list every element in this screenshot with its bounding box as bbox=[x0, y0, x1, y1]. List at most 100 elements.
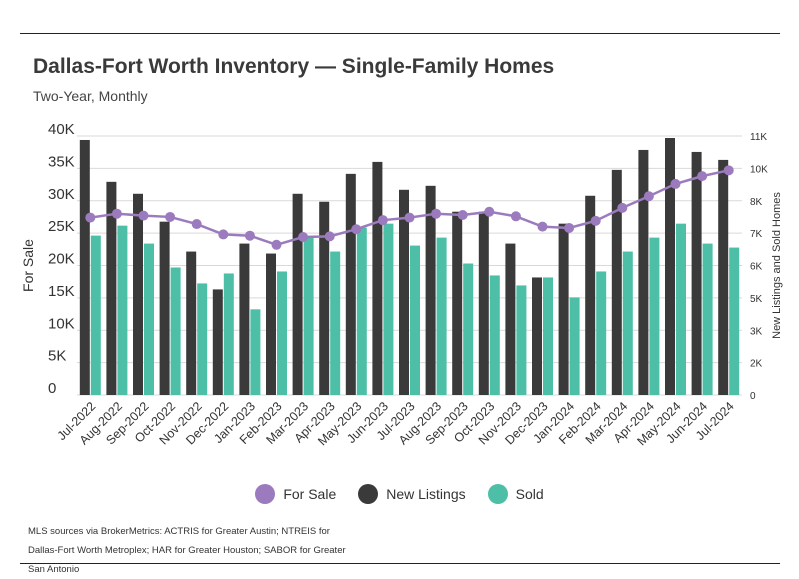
for-sale-point bbox=[298, 232, 309, 243]
y-tick-label-right: 8K bbox=[750, 197, 763, 208]
sold-bar bbox=[170, 267, 181, 395]
bottom-rule bbox=[20, 563, 780, 564]
new-listings-bar bbox=[611, 169, 622, 395]
new-listings-bar bbox=[558, 223, 569, 395]
y-tick-label-left: 0 bbox=[48, 380, 56, 397]
y-tick-label-left: 35K bbox=[48, 153, 75, 170]
chart-subtitle: Two-Year, Monthly bbox=[33, 88, 148, 104]
sold-bar bbox=[729, 247, 740, 395]
y-tick-label-left: 30K bbox=[48, 186, 75, 203]
y-tick-label-right: 2K bbox=[750, 359, 763, 370]
sold-bar bbox=[702, 243, 713, 395]
new-listings-bar bbox=[691, 151, 702, 395]
new-listings-bar bbox=[399, 189, 409, 395]
new-listings-bar bbox=[159, 221, 170, 395]
legend-item-for-sale[interactable]: For Sale bbox=[255, 484, 336, 504]
for-sale-point bbox=[617, 202, 628, 213]
new-listings-bar bbox=[266, 253, 276, 395]
legend-label-new-listings: New Listings bbox=[386, 486, 466, 502]
for-sale-point bbox=[377, 215, 388, 226]
y-tick-label-left: 5K bbox=[48, 348, 66, 365]
new-listings-bar bbox=[372, 161, 383, 395]
for-sale-point bbox=[723, 165, 734, 176]
for-sale-point bbox=[404, 212, 415, 223]
y-tick-label-left: 15K bbox=[48, 283, 75, 300]
for-sale-point bbox=[431, 208, 442, 219]
new-listings-bar bbox=[79, 139, 90, 395]
new-listings-bar bbox=[665, 137, 675, 395]
new-listings-bar bbox=[478, 211, 489, 395]
for-sale-point bbox=[537, 221, 548, 232]
y-tick-label-right: 3K bbox=[750, 326, 763, 337]
y-tick-label-left: 40K bbox=[48, 121, 75, 138]
for-sale-point bbox=[564, 222, 575, 233]
new-listings-bar bbox=[319, 201, 330, 395]
sold-bar bbox=[676, 223, 686, 395]
sold-bar bbox=[90, 235, 101, 395]
y-tick-label-right: 11K bbox=[750, 132, 767, 143]
sold-swatch-icon bbox=[487, 484, 508, 504]
for-sale-point bbox=[590, 215, 601, 226]
sold-bar bbox=[489, 275, 500, 395]
sold-bar bbox=[436, 237, 447, 395]
for-sale-point bbox=[351, 224, 362, 235]
sold-bar bbox=[356, 227, 367, 395]
sold-bar bbox=[197, 283, 208, 395]
new-listings-bar bbox=[292, 193, 303, 395]
sold-bar bbox=[569, 297, 580, 395]
new-listings-bar bbox=[505, 243, 516, 395]
sold-bar bbox=[516, 285, 527, 395]
new-listings-bar bbox=[106, 181, 117, 395]
for-sale-point bbox=[324, 231, 335, 242]
sold-bar bbox=[649, 237, 660, 395]
new-listings-swatch-icon bbox=[358, 484, 379, 504]
sold-bar bbox=[144, 243, 154, 395]
y-tick-label-right: 10K bbox=[750, 164, 768, 175]
for-sale-point bbox=[484, 206, 495, 217]
sold-bar bbox=[543, 277, 553, 395]
legend-item-sold[interactable]: Sold bbox=[487, 484, 544, 504]
new-listings-bar bbox=[638, 149, 649, 395]
for-sale-point bbox=[510, 211, 521, 222]
for-sale-point bbox=[111, 208, 122, 219]
sold-bar bbox=[410, 245, 420, 395]
sold-bar bbox=[383, 223, 394, 395]
y-tick-label-right: 7K bbox=[750, 229, 763, 240]
legend-label-for-sale: For Sale bbox=[283, 486, 337, 502]
y-tick-label-left: 20K bbox=[48, 251, 75, 268]
y-tick-label-left: 10K bbox=[48, 315, 75, 332]
for-sale-swatch-icon bbox=[255, 484, 276, 504]
y-tick-label-right: 0 bbox=[750, 391, 756, 402]
chart-title: Dallas-Fort Worth Inventory — Single-Fam… bbox=[33, 55, 555, 78]
for-sale-point bbox=[670, 178, 681, 189]
legend-item-new-listings[interactable]: New Listings bbox=[358, 484, 466, 504]
y-axis-title-left: For Sale bbox=[20, 239, 36, 292]
new-listings-bar bbox=[186, 251, 197, 395]
sold-bar bbox=[223, 273, 234, 395]
for-sale-point bbox=[218, 229, 229, 240]
y-tick-label-right: 6K bbox=[750, 262, 763, 273]
sold-bar bbox=[596, 271, 607, 395]
for-sale-point bbox=[271, 239, 282, 250]
sold-bar bbox=[277, 271, 287, 395]
top-rule bbox=[20, 33, 780, 34]
sold-bar bbox=[303, 237, 314, 395]
sold-bar bbox=[117, 225, 128, 395]
for-sale-point bbox=[457, 209, 468, 220]
for-sale-point bbox=[85, 212, 96, 223]
source-note: MLS sources via BrokerMetrics: ACTRIS fo… bbox=[28, 526, 346, 575]
sold-bar bbox=[250, 309, 261, 395]
new-listings-bar bbox=[345, 173, 356, 395]
y-tick-label-right: 5K bbox=[750, 294, 763, 305]
for-sale-point bbox=[643, 191, 654, 202]
legend: For Sale New Listings Sold bbox=[0, 484, 799, 504]
y-tick-label-right: 13K bbox=[750, 0, 768, 3]
for-sale-point bbox=[191, 219, 202, 230]
new-listings-bar bbox=[718, 159, 729, 395]
sold-bar bbox=[330, 251, 341, 395]
new-listings-bar bbox=[585, 195, 596, 395]
y-axis-title-right: New Listings and Sold Homes bbox=[771, 192, 783, 339]
legend-label-sold: Sold bbox=[515, 486, 544, 502]
for-sale-point bbox=[165, 211, 176, 222]
chart-area: 0 5K 10K 15K 20K 25K 30K 35K 40K 0 2K 3K 5K 6K 7K 8K 10K… bbox=[20, 0, 783, 448]
